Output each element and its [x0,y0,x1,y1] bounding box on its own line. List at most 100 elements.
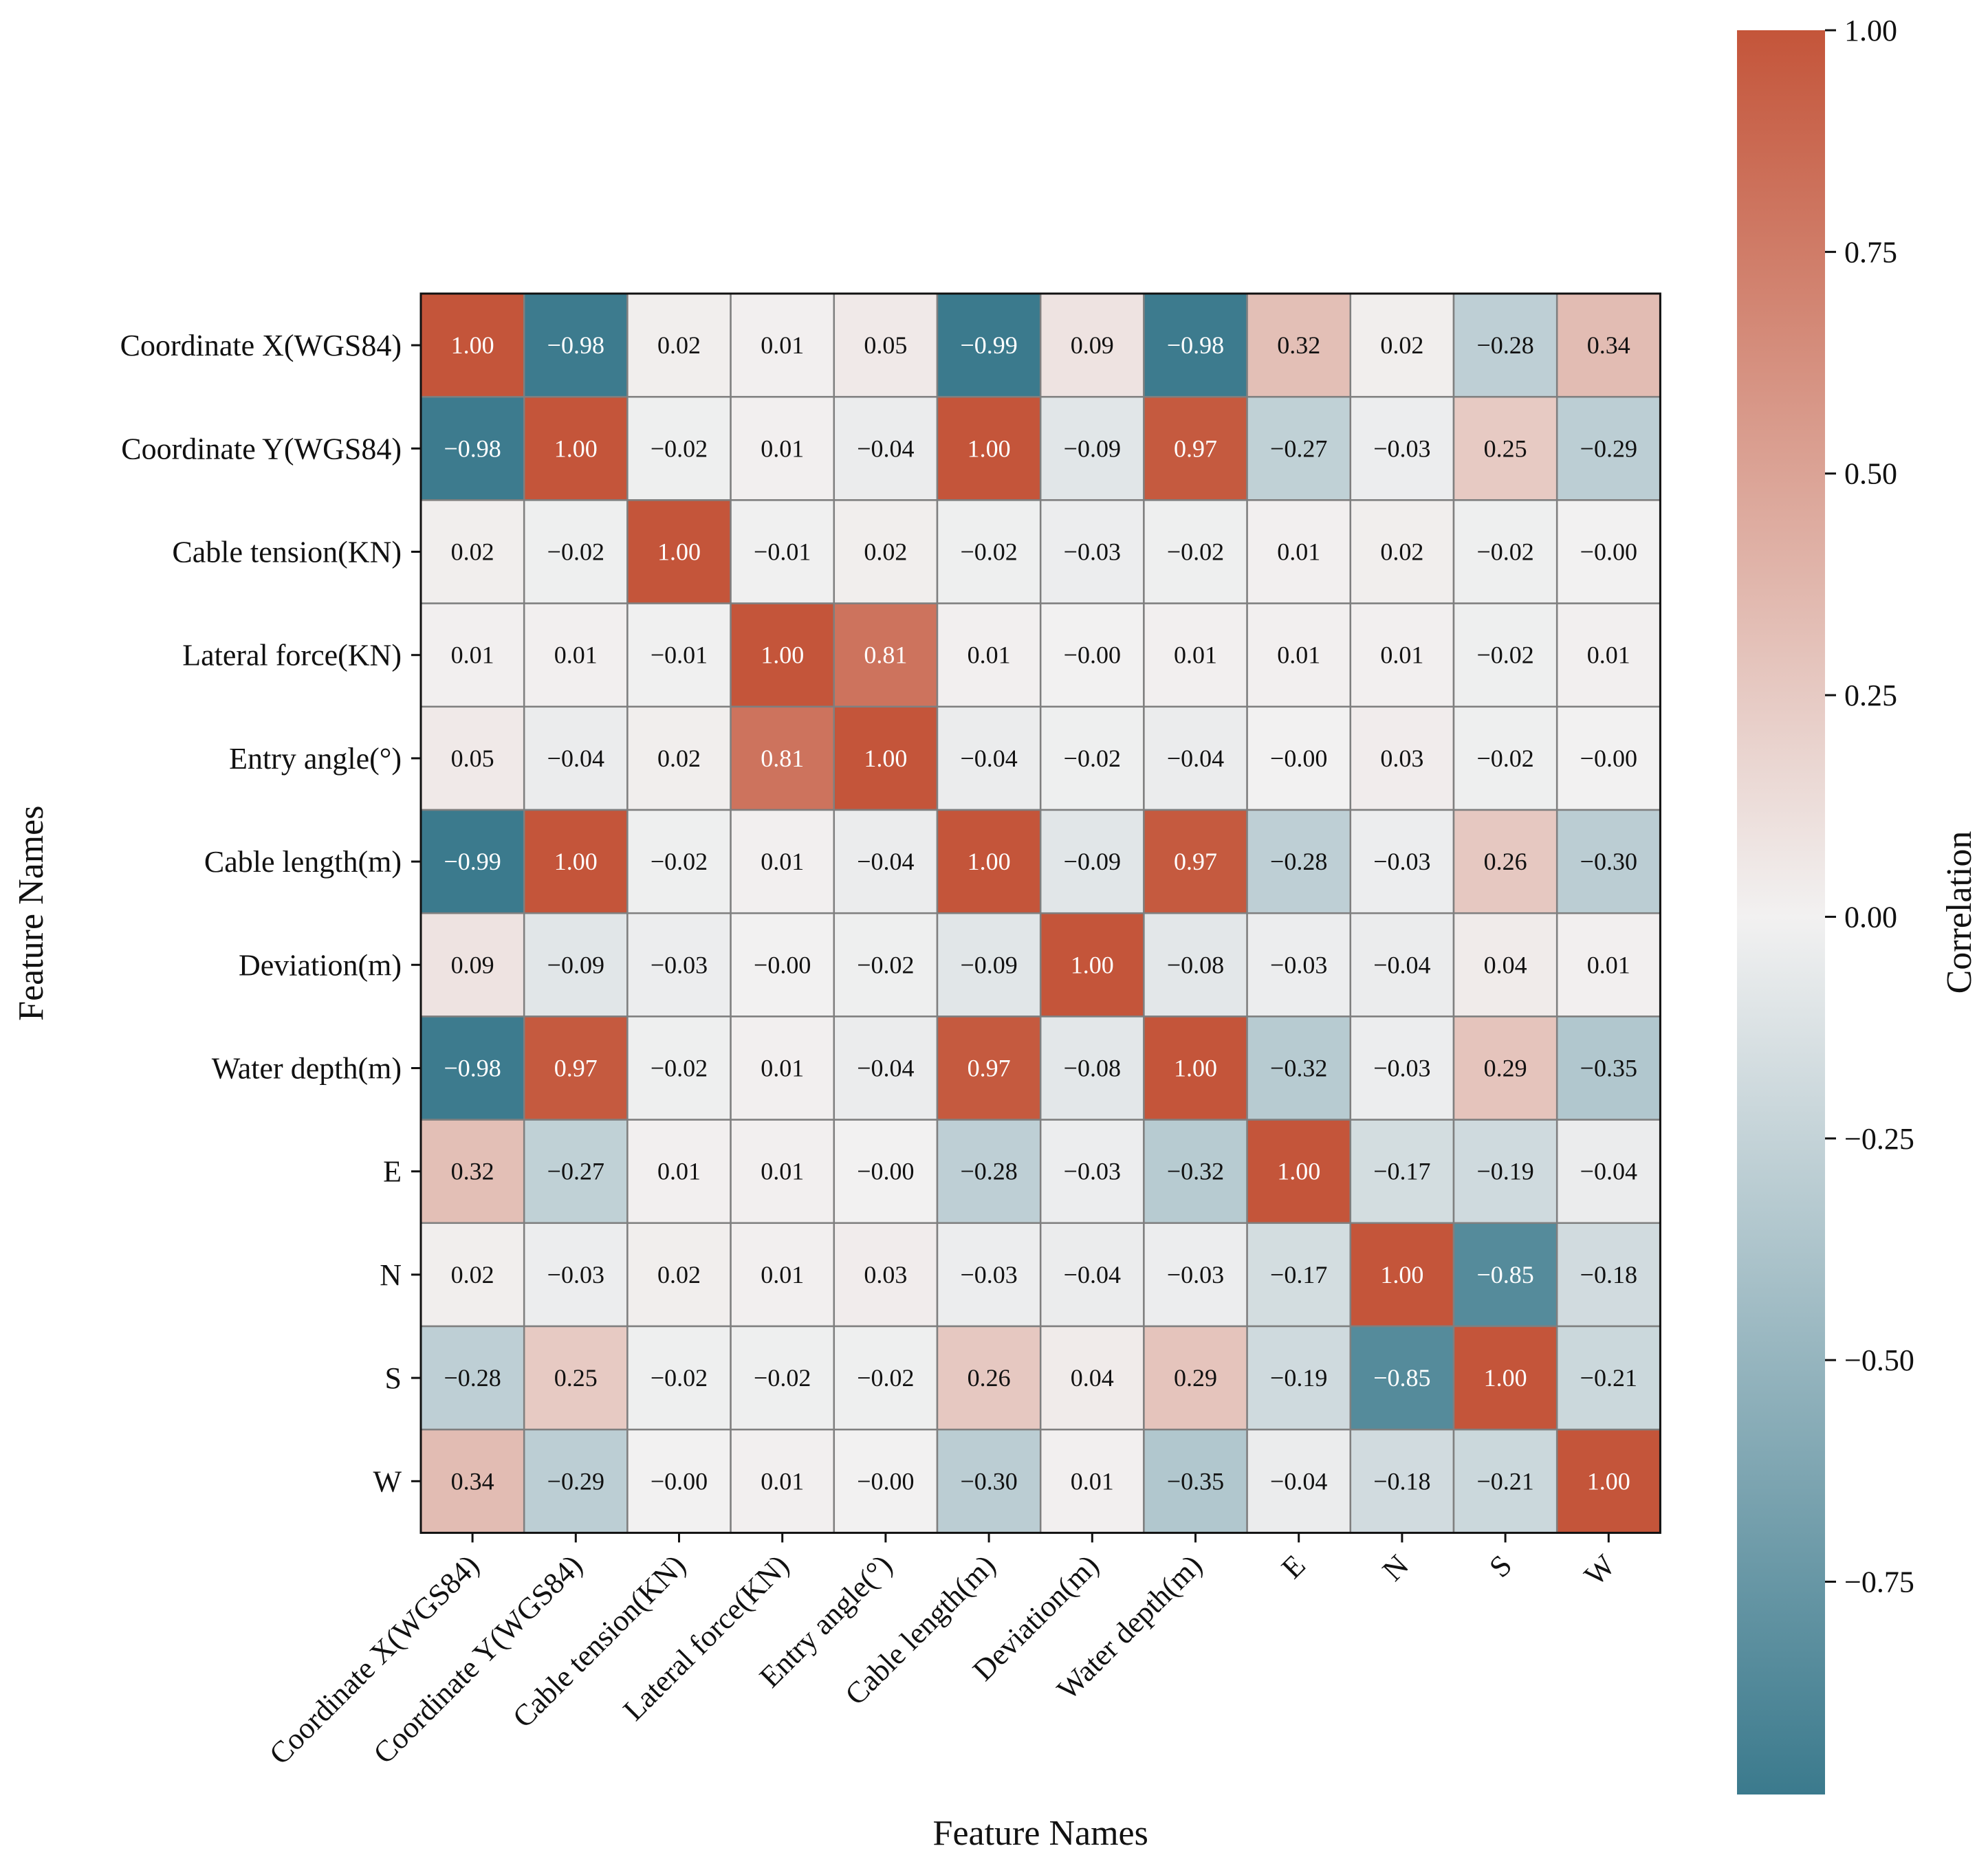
cell-value-label: −0.27 [547,1158,604,1185]
heatmap-cell [730,1016,835,1121]
x-tick-label: N [1376,1548,1415,1588]
heatmap-cell [1349,1325,1455,1431]
cell-value-label: −0.02 [1064,745,1121,772]
x-tick-label: S [1483,1548,1518,1584]
cell-value-label: 1.00 [1484,1364,1527,1392]
cell-value-label: 1.00 [1380,1261,1423,1288]
heatmap-cell [626,499,732,604]
cell-value-label: 0.01 [1277,641,1320,669]
heatmap-cell [1349,292,1455,398]
heatmap-cell [936,1428,1042,1534]
cell-value-label: −0.35 [1167,1467,1224,1495]
cell-value-label: 1.00 [968,848,1011,875]
cell-value-label: −0.09 [960,951,1017,978]
cell-value-label: −0.29 [547,1467,604,1495]
heatmap-cell [1349,395,1455,501]
heatmap-cell [1452,1325,1558,1431]
heatmap-frame [419,292,1661,1534]
heatmap-cell [1039,499,1145,604]
cell-value-label: −0.02 [651,1055,708,1082]
cell-value-label: −0.09 [547,951,604,978]
cell-value-label: −0.02 [1167,538,1224,566]
cell-value-label: −0.99 [444,848,501,875]
colorbar-title: Correlation [1940,831,1979,994]
cell-value-label: 0.34 [1587,331,1630,359]
heatmap-cell [419,499,525,604]
cell-value-label: 0.97 [1174,435,1217,462]
heatmap-cell [1452,705,1558,811]
heatmap-cell [1555,292,1661,398]
heatmap-cell [523,292,629,398]
cell-value-label: −0.02 [1476,538,1533,566]
heatmap-cell [1039,912,1145,1018]
cell-value-label: −0.04 [857,1055,914,1082]
cell-value-label: −0.01 [651,641,708,669]
heatmap-cell [626,1325,732,1431]
cell-value-label: 0.02 [1380,538,1423,566]
heatmap-cell [1349,1222,1455,1328]
x-axis-title: Feature Names [933,1814,1148,1853]
cell-value-label: 0.32 [451,1158,494,1185]
y-tick-label: Lateral force(KN) [182,639,402,672]
heatmap-cell [1349,809,1455,914]
cell-value-label: 1.00 [968,435,1011,462]
cell-value-label: 1.00 [554,848,598,875]
cell-value-label: −0.04 [1373,951,1430,978]
cell-value-label: 0.97 [554,1055,598,1082]
cell-value-label: −0.03 [651,951,708,978]
heatmap-cell [626,705,732,811]
cell-value-label: −0.98 [1167,331,1224,359]
y-tick-label: W [373,1464,402,1498]
heatmap-cell [1349,1428,1455,1534]
cell-value-label: 0.01 [1071,1467,1114,1495]
heatmap-cell [833,1222,939,1328]
heatmap-cell [1246,1119,1352,1225]
cell-value-label: 0.02 [657,745,701,772]
colorbar-tick-label: −0.50 [1844,1343,1914,1377]
x-tick-label: W [1577,1548,1621,1592]
cell-value-label: −0.17 [1373,1158,1430,1185]
colorbar-gradient [1737,30,1825,1794]
cell-value-label: −0.00 [1064,641,1121,669]
cell-value-label: −0.03 [547,1261,604,1288]
heatmap-cell [1246,912,1352,1018]
cell-value-label: 1.00 [1587,1467,1630,1495]
heatmap-cell [1039,1222,1145,1328]
cell-value-label: 1.00 [451,331,494,359]
heatmap-cell [1246,395,1352,501]
heatmap-cell [419,809,525,914]
x-axis: Coordinate X(WGS84)Coordinate Y(WGS84)Ca… [263,1533,1622,1771]
y-tick-label: S [385,1361,402,1395]
heatmap-cell [833,912,939,1018]
cell-value-label: −0.02 [1476,745,1533,772]
cell-value-label: 0.01 [1174,641,1217,669]
cell-value-label: −0.01 [754,538,811,566]
cell-value-label: 0.81 [864,641,907,669]
heatmap-cell [419,1016,525,1121]
cell-value-label: 0.02 [451,1261,494,1288]
heatmap-cell [1039,1119,1145,1225]
cell-value-label: 0.32 [1277,331,1320,359]
cell-value-label: −0.28 [444,1364,501,1392]
cell-value-label: 0.81 [761,745,804,772]
heatmap-cell [1555,602,1661,708]
heatmap-cell [1246,809,1352,914]
y-axis: Coordinate X(WGS84) Coordinate Y(WGS84) Ca… [120,329,421,1498]
cell-value-label: 0.01 [761,1055,804,1082]
colorbar-tick-label: 0.00 [1844,900,1897,934]
heatmap-cell [1452,602,1558,708]
cell-value-label: −0.29 [1580,435,1637,462]
heatmap-cell [1039,1428,1145,1534]
cell-value-label: −0.02 [857,951,914,978]
cell-value-label: 0.01 [1587,641,1630,669]
cell-value-label: 0.01 [761,1261,804,1288]
cell-value-label: 0.34 [451,1467,494,1495]
cell-value-label: 1.00 [1071,951,1114,978]
cell-value-label: −0.09 [1064,848,1121,875]
heatmap-cell [936,292,1042,398]
heatmap-cell [936,809,1042,914]
colorbar-tick-label: 1.00 [1844,14,1897,47]
cell-value-label: 0.97 [968,1055,1011,1082]
cell-value-label: 0.26 [1484,848,1527,875]
heatmap-cell [936,705,1042,811]
